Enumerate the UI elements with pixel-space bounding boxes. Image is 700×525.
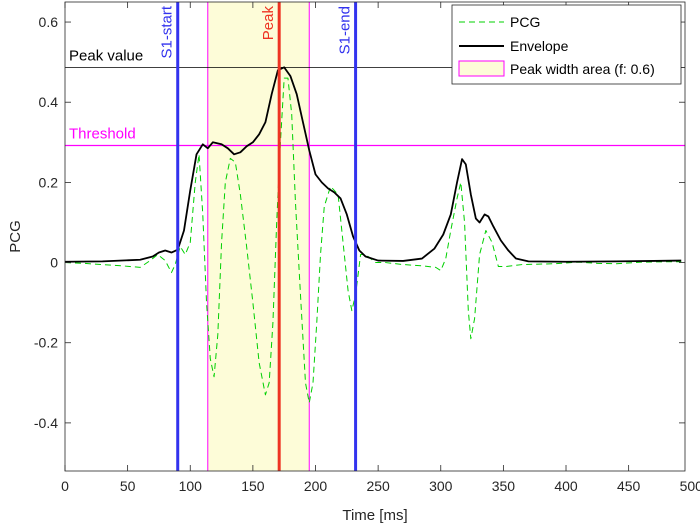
x-tick-label: 0: [61, 478, 69, 494]
x-tick-label: 100: [179, 478, 203, 494]
legend-peak-width-label: Peak width area (f: 0.6): [510, 61, 655, 77]
series-layer: [64, 66, 682, 404]
y-tick-label: 0: [50, 255, 58, 271]
annotation-label-layer: Peak value Threshold S1-start Peak S1-end: [69, 5, 354, 142]
x-tick-label: 400: [554, 478, 578, 494]
legend-envelope-label: Envelope: [510, 38, 569, 54]
peak-value-label: Peak value: [69, 47, 143, 64]
x-tick-label: 150: [241, 478, 265, 494]
axes-layer: 0 50 100 150 200 250 300 350 400 450 500 -0.4 -0.2 0 0…: [34, 2, 700, 494]
s1-start-label: S1-start: [159, 5, 176, 58]
y-tick-label: -0.2: [34, 335, 58, 351]
x-axis-label: Time [ms]: [342, 507, 407, 524]
y-tick-label: 0.2: [39, 174, 59, 190]
x-tick-label: 500: [680, 478, 700, 494]
reference-vline-layer: [176, 2, 358, 471]
y-tick-label: -0.4: [34, 415, 58, 431]
s1-end-label: S1-end: [337, 6, 354, 54]
x-tick-label: 200: [304, 478, 328, 494]
peak-label: Peak: [260, 6, 277, 41]
x-tick-label: 300: [429, 478, 453, 494]
legend-pcg-label: PCG: [510, 14, 540, 30]
peak-width-area: [207, 2, 310, 471]
legend-peak-width-swatch: [458, 60, 505, 77]
x-tick-label: 250: [366, 478, 390, 494]
y-tick-label: 0.6: [39, 14, 59, 30]
envelope-series-line: [64, 66, 682, 263]
area-layer: [207, 2, 310, 471]
y-tick-label: 0.4: [39, 94, 59, 110]
plot-frame: [64, 1, 686, 472]
threshold-label: Threshold: [69, 126, 136, 143]
x-tick-label: 450: [617, 478, 641, 494]
legend: PCG Envelope Peak width area (f: 0.6): [451, 4, 682, 85]
x-tick-label: 50: [120, 478, 136, 494]
pcg-series-line: [64, 77, 682, 404]
y-axis-label: PCG: [7, 220, 24, 253]
x-tick-label: 350: [492, 478, 516, 494]
